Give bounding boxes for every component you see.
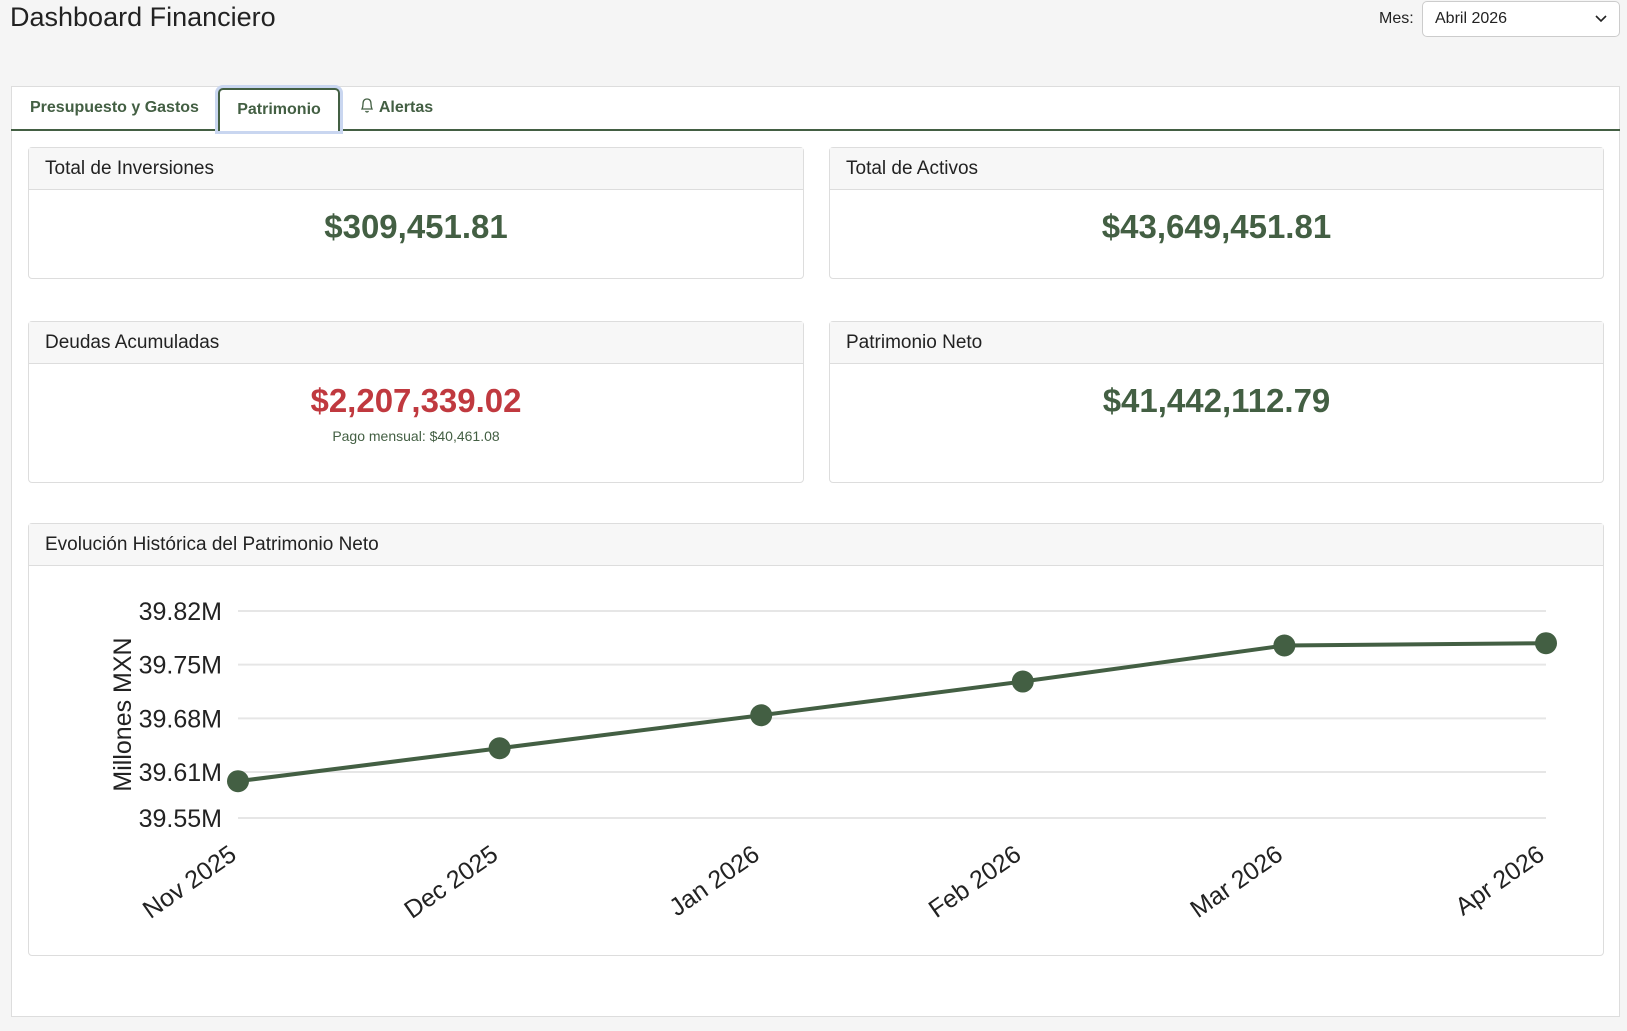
card-value: $2,207,339.02	[310, 382, 522, 419]
y-tick-label: 39.61M	[139, 759, 222, 787]
card: Deudas Acumuladas $2,207,339.02 Pago men…	[28, 321, 804, 483]
y-axis-title: Millones MXN	[109, 637, 137, 791]
tab-active[interactable]: Patrimonio	[218, 88, 340, 131]
x-tick-label: Mar 2026	[1185, 840, 1288, 924]
y-tick-label: 39.68M	[139, 705, 222, 733]
x-tick-label: Dec 2025	[399, 840, 503, 924]
chevron	[1595, 15, 1607, 23]
y-tick-label: 39.75M	[139, 652, 222, 680]
point	[488, 737, 511, 760]
y-tick-label: 39.55M	[139, 805, 222, 833]
month-select[interactable]: Abril 2026	[1422, 1, 1620, 37]
month-label: Mes:	[1379, 10, 1414, 27]
bell-icon	[360, 98, 374, 113]
card-title: Deudas Acumuladas	[29, 322, 803, 364]
card-title: Total de Inversiones	[29, 148, 803, 190]
x-tick-label: Apr 2026	[1450, 840, 1549, 921]
point	[1011, 670, 1034, 693]
tab-label: Alertas	[378, 99, 434, 116]
chart-card: Evolución Histórica del Patrimonio Neto …	[28, 523, 1604, 956]
card-note: Pago mensual: $40,461.08	[332, 428, 500, 444]
tab-line	[11, 129, 1620, 131]
card: Patrimonio Neto $41,442,112.79	[829, 321, 1604, 483]
point	[1273, 634, 1296, 657]
chart-title: Evolución Histórica del Patrimonio Neto	[29, 524, 1603, 566]
line	[237, 641, 1547, 784]
page-title: Dashboard Financiero	[10, 2, 276, 32]
month-value: Abril 2026	[1435, 10, 1508, 27]
card-value: $309,451.81	[324, 208, 508, 245]
x-tick-label: Nov 2025	[138, 840, 242, 924]
point	[750, 704, 773, 727]
card-title: Total de Activos	[830, 148, 1603, 190]
point	[1535, 632, 1557, 655]
point	[227, 770, 249, 793]
tab[interactable]: Presupuesto y Gastos	[30, 99, 199, 116]
card-value: $41,442,112.79	[1102, 382, 1331, 419]
card: Total de Inversiones $309,451.81	[28, 147, 804, 279]
card: Total de Activos $43,649,451.81	[829, 147, 1604, 279]
tab[interactable]: Alertas	[359, 88, 433, 128]
card-value: $43,649,451.81	[1101, 208, 1332, 245]
x-tick-label: Feb 2026	[924, 840, 1027, 924]
card-title: Patrimonio Neto	[830, 322, 1603, 364]
x-tick-label: Jan 2026	[664, 840, 764, 922]
y-tick-label: 39.82M	[139, 598, 222, 626]
